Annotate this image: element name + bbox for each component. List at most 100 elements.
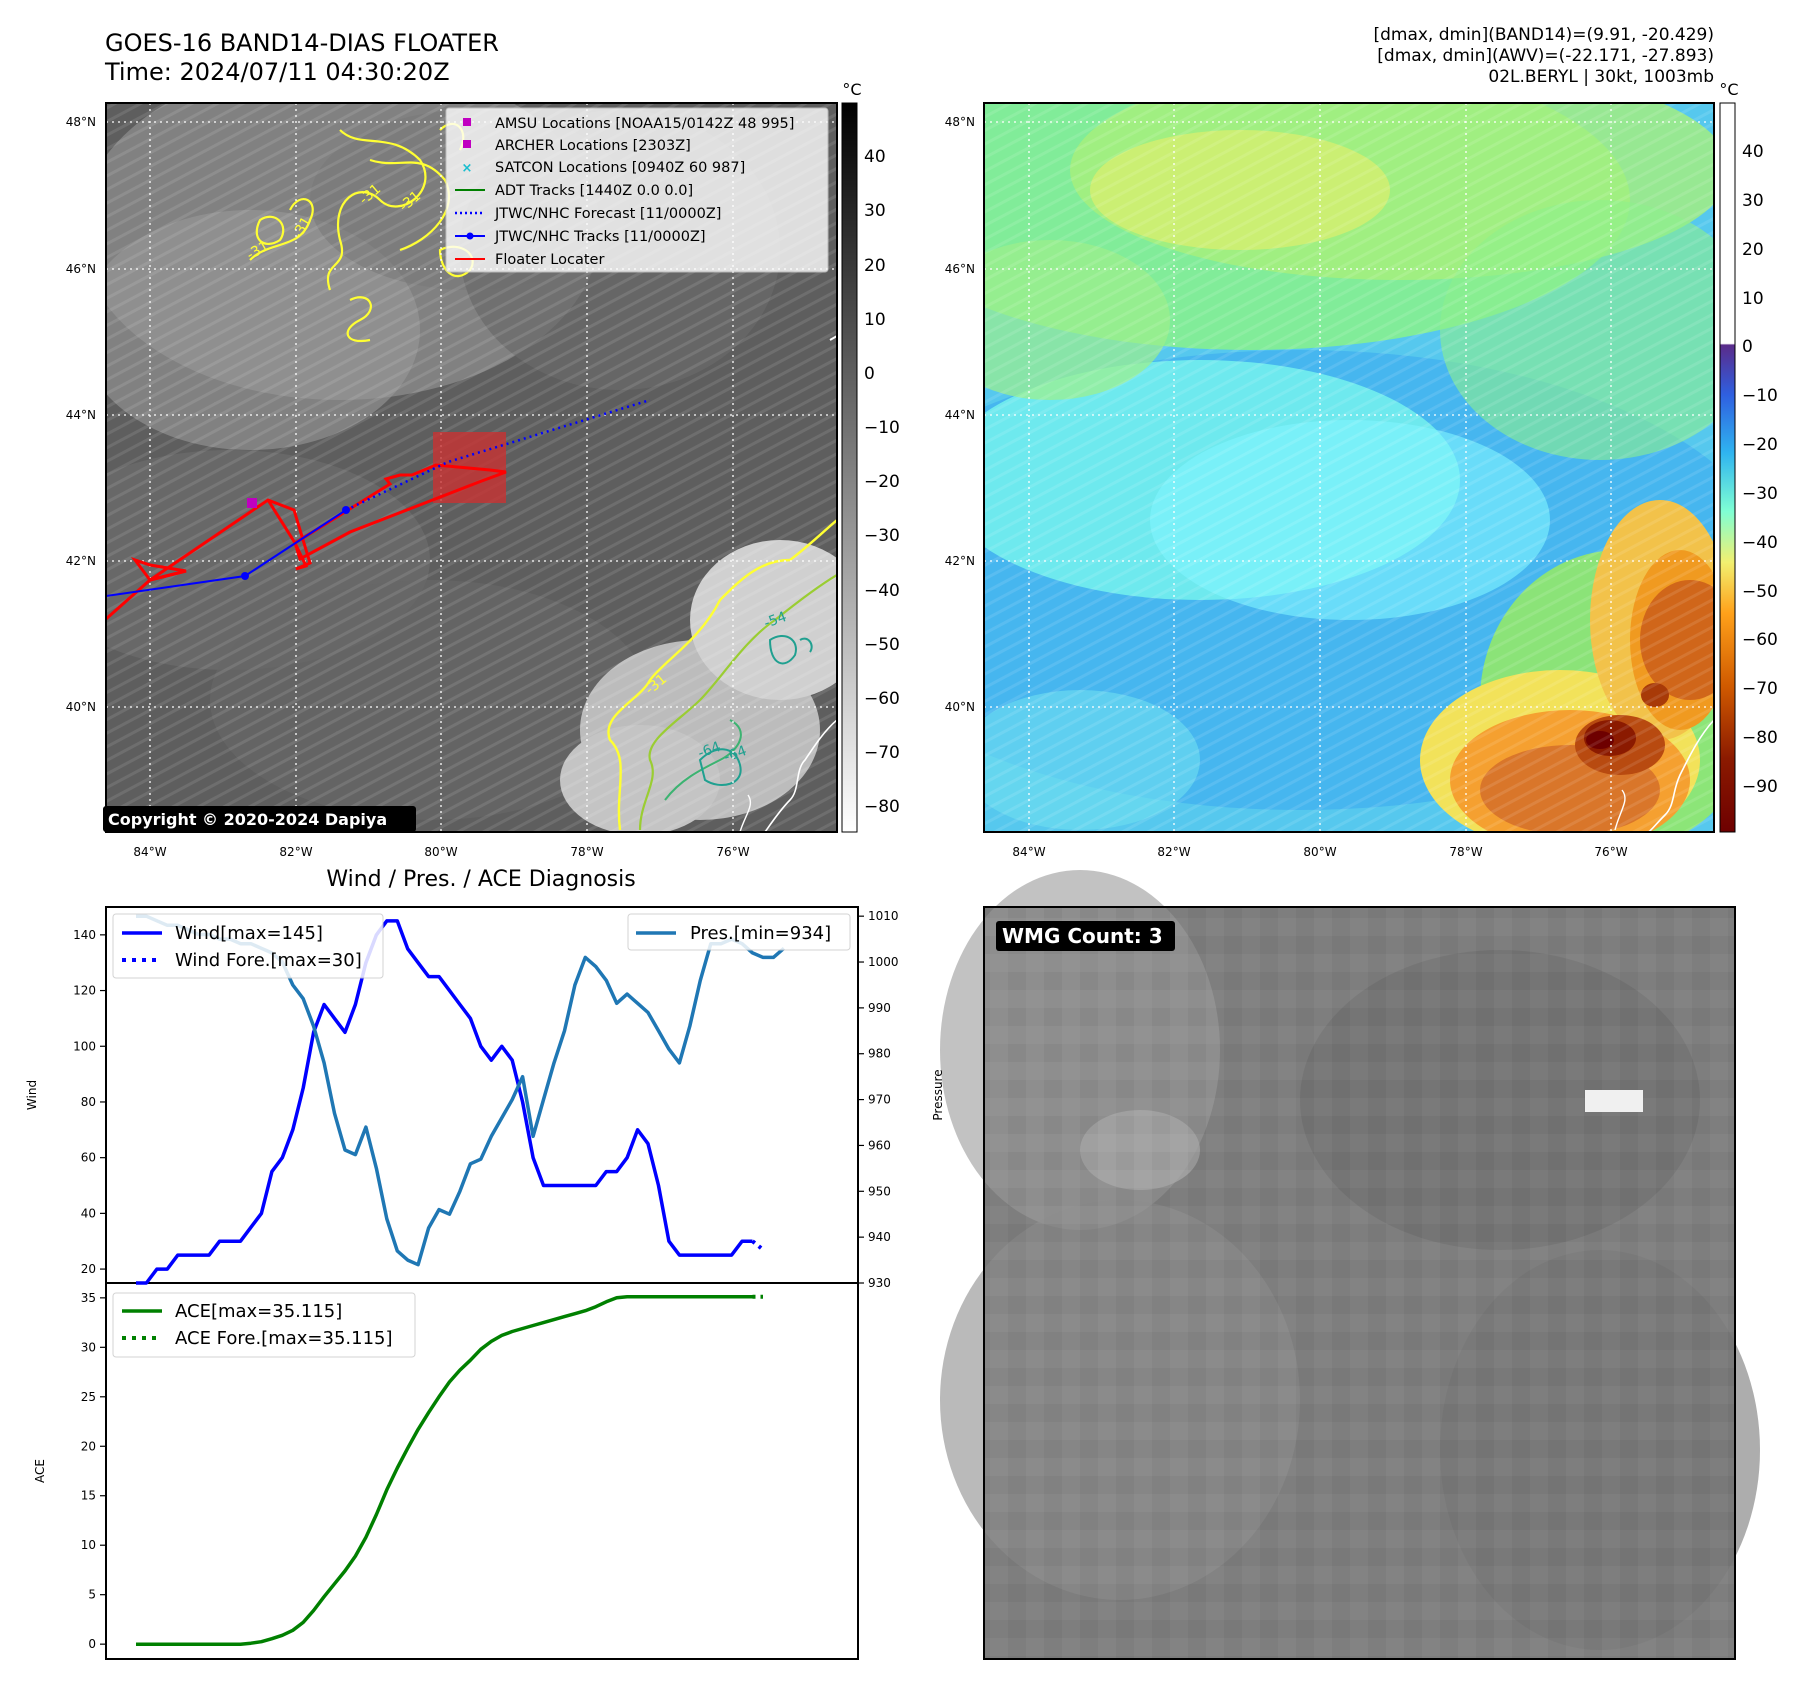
svg-text:40: 40 (864, 147, 886, 167)
awv-map-panel: 84°W 82°W 80°W 78°W 76°W 48°N 46°N 44°N … (945, 80, 1778, 859)
svg-text:20: 20 (864, 256, 886, 276)
map-legend: AMSU Locations [NOAA15/0142Z 48 995] ARC… (445, 107, 829, 273)
archer-legend-marker (463, 140, 471, 148)
legend-floater: Floater Locater (495, 252, 604, 268)
svg-text:82°W: 82°W (279, 845, 312, 859)
awv-colorbar-ticks: 40 30 20 10 0 −10 −20 −30 −40 −50 −60 −7… (1742, 142, 1778, 797)
satcon-legend-marker: × (462, 161, 473, 176)
legend-ace-forecast: ACE Fore.[max=35.115] (175, 1328, 393, 1349)
ace-axis-label: ACE (33, 1459, 47, 1483)
svg-text:84°W: 84°W (1012, 845, 1045, 859)
svg-text:84°W: 84°W (133, 845, 166, 859)
svg-text:40: 40 (1742, 142, 1764, 162)
ace-tick-label: 15 (81, 1489, 96, 1503)
legend-archer: ARCHER Locations [2303Z] (495, 138, 691, 154)
svg-text:−80: −80 (1742, 728, 1778, 748)
wind-legend: Wind[max=145] Wind Fore.[max=30] (112, 913, 384, 979)
pressure-tick-label: 940 (868, 1230, 891, 1244)
pressure-yticks: 1010 1000 990 980 970 960 950 940 930 (858, 909, 899, 1290)
archer-marker (247, 498, 257, 508)
svg-text:80°W: 80°W (1303, 845, 1336, 859)
svg-text:−40: −40 (864, 581, 900, 601)
svg-text:76°W: 76°W (1594, 845, 1627, 859)
wmg-badge (996, 921, 1175, 951)
ace-tick-label: 0 (88, 1637, 96, 1651)
copyright-text: Copyright © 2020-2024 Dapiya (108, 810, 387, 829)
ace-tick-label: 5 (88, 1588, 96, 1602)
svg-text:−30: −30 (864, 526, 900, 546)
svg-text:−20: −20 (864, 472, 900, 492)
ir-map-frame (105, 102, 838, 833)
svg-text:0: 0 (1742, 337, 1753, 357)
figure-title: GOES-16 BAND14-DIAS FLOATER (105, 29, 499, 57)
legend-amsu: AMSU Locations [NOAA15/0142Z 48 995] (495, 116, 794, 132)
svg-text:78°W: 78°W (570, 845, 603, 859)
awv-imagery (984, 103, 1714, 832)
pressure-tick-label: 1000 (868, 955, 899, 969)
ace-tick-label: 35 (81, 1291, 96, 1305)
ace-legend: ACE[max=35.115] ACE Fore.[max=35.115] (112, 1292, 416, 1358)
wind-axis-label: Wind (25, 1080, 39, 1110)
svg-text:42°N: 42°N (66, 554, 96, 568)
ace-axes-frame (105, 1282, 859, 1660)
svg-text:0: 0 (864, 364, 875, 384)
contour-label: -64 (696, 739, 723, 762)
legend-adt: ADT Tracks [1440Z 0.0 0.0] (495, 183, 693, 199)
svg-text:−60: −60 (864, 689, 900, 709)
pressure-legend: Pres.[min=934] (627, 913, 851, 951)
legend-forecast: JTWC/NHC Forecast [11/0000Z] (494, 206, 721, 222)
contour-label: -54 (762, 609, 789, 632)
copyright-badge (103, 806, 416, 832)
svg-text:10: 10 (1742, 289, 1764, 309)
svg-text:10: 10 (864, 310, 886, 330)
floater-locater-track-b (149, 463, 507, 582)
svg-text:76°W: 76°W (716, 845, 749, 859)
pressure-tick-label: 950 (868, 1184, 891, 1198)
ir-colorbar-ticks: 40 30 20 10 0 −10 −20 −30 −40 −50 −60 −7… (864, 147, 900, 817)
wind-tick-label: 40 (81, 1206, 96, 1220)
pressure-tick-label: 980 (868, 1047, 891, 1061)
pressure-tick-label: 990 (868, 1001, 891, 1015)
contour-label: -64 (722, 743, 749, 766)
ace-tick-label: 10 (81, 1538, 96, 1552)
svg-text:−30: −30 (1742, 484, 1778, 504)
awv-map-frame (983, 102, 1715, 833)
legend-wind-forecast: Wind Fore.[max=30] (175, 950, 362, 971)
legend-wind: Wind[max=145] (175, 923, 323, 944)
svg-text:30: 30 (1742, 191, 1764, 211)
ace-tick-label: 20 (81, 1439, 96, 1453)
ace-tick-label: 30 (81, 1340, 96, 1354)
jtwc-forecast-line (345, 398, 651, 512)
wind-tick-label: 140 (73, 928, 96, 942)
ir-map-ticks: 84°W 82°W 80°W 78°W 76°W 48°N 46°N 44°N … (66, 115, 750, 859)
svg-text:44°N: 44°N (945, 408, 975, 422)
storm-info: 02L.BERYL | 30kt, 1003mb (1488, 67, 1714, 87)
svg-text:42°N: 42°N (945, 554, 975, 568)
svg-text:46°N: 46°N (66, 262, 96, 276)
pressure-tick-label: 1010 (868, 909, 899, 923)
svg-text:78°W: 78°W (1449, 845, 1482, 859)
svg-text:48°N: 48°N (945, 115, 975, 129)
wind-tick-label: 120 (73, 984, 96, 998)
wind-tick-label: 80 (81, 1095, 96, 1109)
svg-text:−70: −70 (1742, 679, 1778, 699)
wmg-frame (983, 906, 1736, 1660)
wind-yticks: 140 120 100 80 60 40 20 (73, 928, 106, 1276)
amsu-legend-marker (463, 118, 471, 126)
svg-text:48°N: 48°N (66, 115, 96, 129)
legend-tracks: JTWC/NHC Tracks [11/0000Z] (494, 229, 706, 245)
awv-colorbar-unit: °C (1719, 80, 1738, 99)
svg-text:−50: −50 (864, 635, 900, 655)
svg-text:−70: −70 (864, 743, 900, 763)
svg-text:−80: −80 (864, 797, 900, 817)
wind-tick-label: 100 (73, 1039, 96, 1053)
legend-ace: ACE[max=35.115] (175, 1301, 342, 1322)
diagnosis-title: Wind / Pres. / ACE Diagnosis (326, 867, 635, 892)
diagnosis-panel: Wind / Pres. / ACE Diagnosis Wind Pressu… (25, 867, 945, 1660)
figure-time: Time: 2024/07/11 04:30:20Z (104, 58, 450, 86)
svg-text:44°N: 44°N (66, 408, 96, 422)
pressure-axis-label: Pressure (931, 1069, 945, 1120)
pressure-tick-label: 970 (868, 1093, 891, 1107)
svg-text:−40: −40 (1742, 533, 1778, 553)
